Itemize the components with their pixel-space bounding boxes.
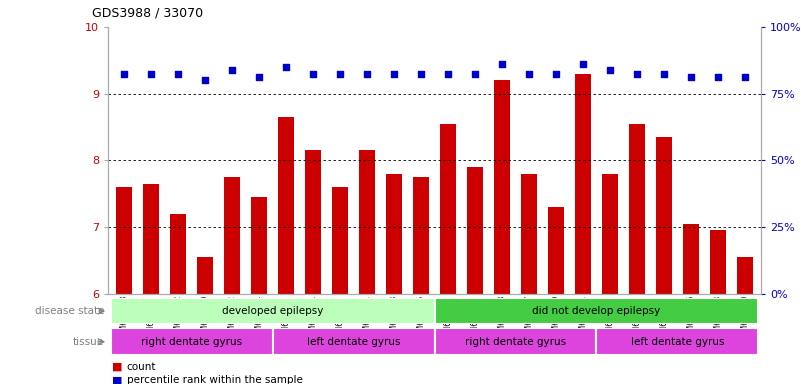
Bar [278,117,294,294]
Point [415,71,428,77]
Point [739,74,751,80]
Bar [111,298,434,324]
Point [496,61,509,67]
Bar [251,197,268,294]
Bar [116,187,132,294]
Bar [597,328,759,355]
Text: GDS3988 / 33070: GDS3988 / 33070 [92,6,203,19]
Point [522,71,535,77]
Text: did not develop epilepsy: did not develop epilepsy [533,306,661,316]
Bar [197,257,213,294]
Point [658,71,670,77]
Bar [170,214,187,294]
Bar [656,137,672,294]
Text: disease state: disease state [34,306,104,316]
Point [469,71,481,77]
Point [199,77,211,83]
Point [334,71,347,77]
Point [360,71,373,77]
Bar [386,174,402,294]
Bar [629,124,645,294]
Bar [575,74,591,294]
Point [172,71,185,77]
Bar [710,230,726,294]
Bar [111,328,272,355]
Point [603,67,616,73]
Text: left dentate gyrus: left dentate gyrus [307,337,400,347]
Text: ■: ■ [112,362,123,372]
Bar [413,177,429,294]
Bar [548,207,564,294]
Point [307,71,320,77]
Bar [467,167,483,294]
Bar [682,224,699,294]
Text: tissue: tissue [73,337,104,347]
Point [388,71,400,77]
Point [118,71,131,77]
Point [577,61,590,67]
Bar [440,124,456,294]
Bar [434,328,597,355]
Text: developed epilepsy: developed epilepsy [222,306,324,316]
Bar [143,184,159,294]
Text: right dentate gyrus: right dentate gyrus [465,337,566,347]
Point [630,71,643,77]
Bar [359,150,375,294]
Bar [494,80,510,294]
Bar [272,328,434,355]
Bar [224,177,240,294]
Text: ■: ■ [112,375,123,384]
Text: percentile rank within the sample: percentile rank within the sample [127,375,303,384]
Bar [332,187,348,294]
Bar [737,257,753,294]
Bar [305,150,321,294]
Point [253,74,266,80]
Text: left dentate gyrus: left dentate gyrus [630,337,724,347]
Point [711,74,724,80]
Point [549,71,562,77]
Text: count: count [127,362,156,372]
Point [226,67,239,73]
Point [145,71,158,77]
Text: right dentate gyrus: right dentate gyrus [141,337,243,347]
Point [280,64,292,70]
Point [684,74,697,80]
Bar [602,174,618,294]
Bar [521,174,537,294]
Point [441,71,454,77]
Bar [434,298,759,324]
